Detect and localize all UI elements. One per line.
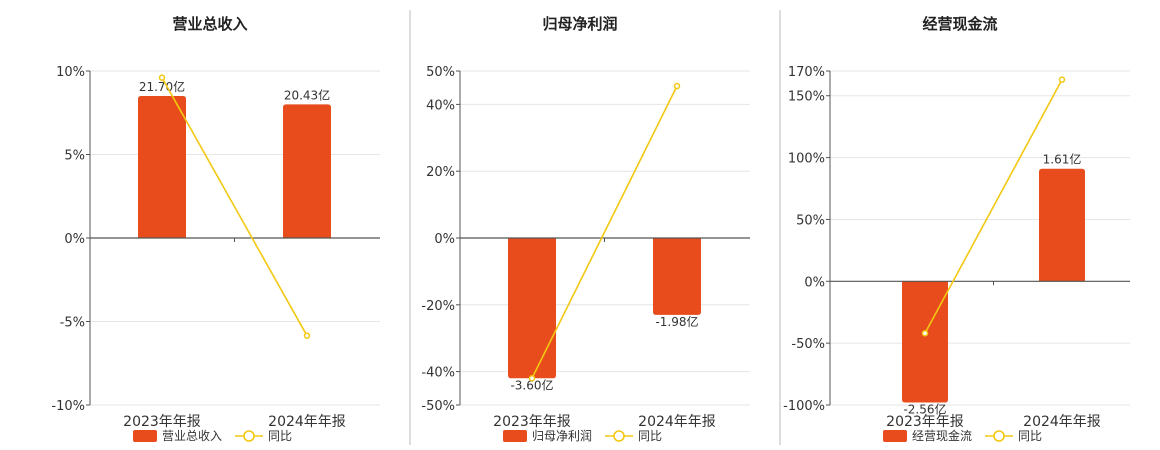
chart-title: 营业总收入 — [172, 15, 247, 33]
bar — [1039, 168, 1085, 282]
legend-label-bar: 归母净利润 — [532, 429, 592, 443]
yoy-point — [1058, 76, 1066, 83]
legend-label-bar: 营业总收入 — [162, 429, 222, 443]
y-tick-label: 10% — [56, 65, 85, 80]
bar-data-label: -3.60亿 — [510, 377, 553, 392]
y-tick-label: 50% — [796, 213, 825, 228]
yoy-point — [528, 375, 536, 382]
y-tick-label: -50% — [791, 337, 825, 352]
legend-swatch-bar — [133, 430, 157, 442]
bar — [508, 238, 556, 379]
yoy-line — [924, 79, 1063, 334]
x-tick-label: 2024年年报 — [268, 414, 346, 430]
bar-data-label: -2.56亿 — [903, 402, 946, 417]
yoy-point — [303, 332, 311, 339]
legend-label-line: 同比 — [638, 429, 662, 443]
y-tick-label: -10% — [51, 399, 85, 414]
y-tick-label: 20% — [426, 165, 455, 180]
x-tick-label: 2024年年报 — [638, 414, 716, 430]
y-tick-label: 0% — [434, 232, 455, 247]
legend-marker — [613, 430, 625, 442]
y-tick-label: 170% — [788, 65, 825, 80]
bar-data-label: -1.98亿 — [655, 314, 698, 329]
y-tick-label: -50% — [421, 399, 455, 414]
y-tick-label: 0% — [804, 275, 825, 290]
y-tick-label: 5% — [64, 149, 85, 164]
y-tick-label: -20% — [421, 299, 455, 314]
yoy-point — [921, 330, 929, 337]
bar-data-label: 20.43亿 — [284, 87, 330, 102]
x-tick-label: 2024年年报 — [1023, 414, 1101, 430]
x-tick-label: 2023年年报 — [886, 414, 964, 430]
yoy-line — [531, 85, 678, 379]
y-tick-label: 40% — [426, 98, 455, 113]
legend-swatch-bar — [503, 430, 527, 442]
chart-title: 归母净利润 — [542, 15, 617, 33]
y-tick-label: -100% — [783, 399, 825, 414]
legend-marker — [243, 430, 255, 442]
bar-data-label: 21.70亿 — [139, 79, 185, 94]
y-tick-label: -5% — [60, 316, 85, 331]
y-tick-label: 150% — [788, 90, 825, 105]
bar-data-label: 1.61亿 — [1043, 152, 1082, 167]
legend-label-line: 同比 — [268, 429, 292, 443]
legend-label-bar: 经营现金流 — [912, 428, 972, 443]
y-tick-label: 50% — [426, 65, 455, 80]
legend-label-line: 同比 — [1018, 429, 1042, 443]
x-tick-label: 2023年年报 — [123, 414, 201, 430]
y-tick-label: -40% — [421, 366, 455, 381]
bar — [283, 104, 331, 239]
bar — [138, 96, 186, 238]
legend-marker — [993, 430, 1005, 442]
bar — [902, 281, 948, 403]
y-tick-label: 100% — [788, 152, 825, 167]
y-tick-label: 0% — [64, 232, 85, 247]
yoy-line — [161, 77, 308, 337]
bar — [653, 238, 701, 315]
yoy-point — [158, 74, 166, 81]
yoy-point — [673, 82, 681, 90]
chart-title: 经营现金流 — [922, 15, 997, 33]
x-tick-label: 2023年年报 — [493, 414, 571, 430]
legend-swatch-bar — [883, 430, 907, 442]
